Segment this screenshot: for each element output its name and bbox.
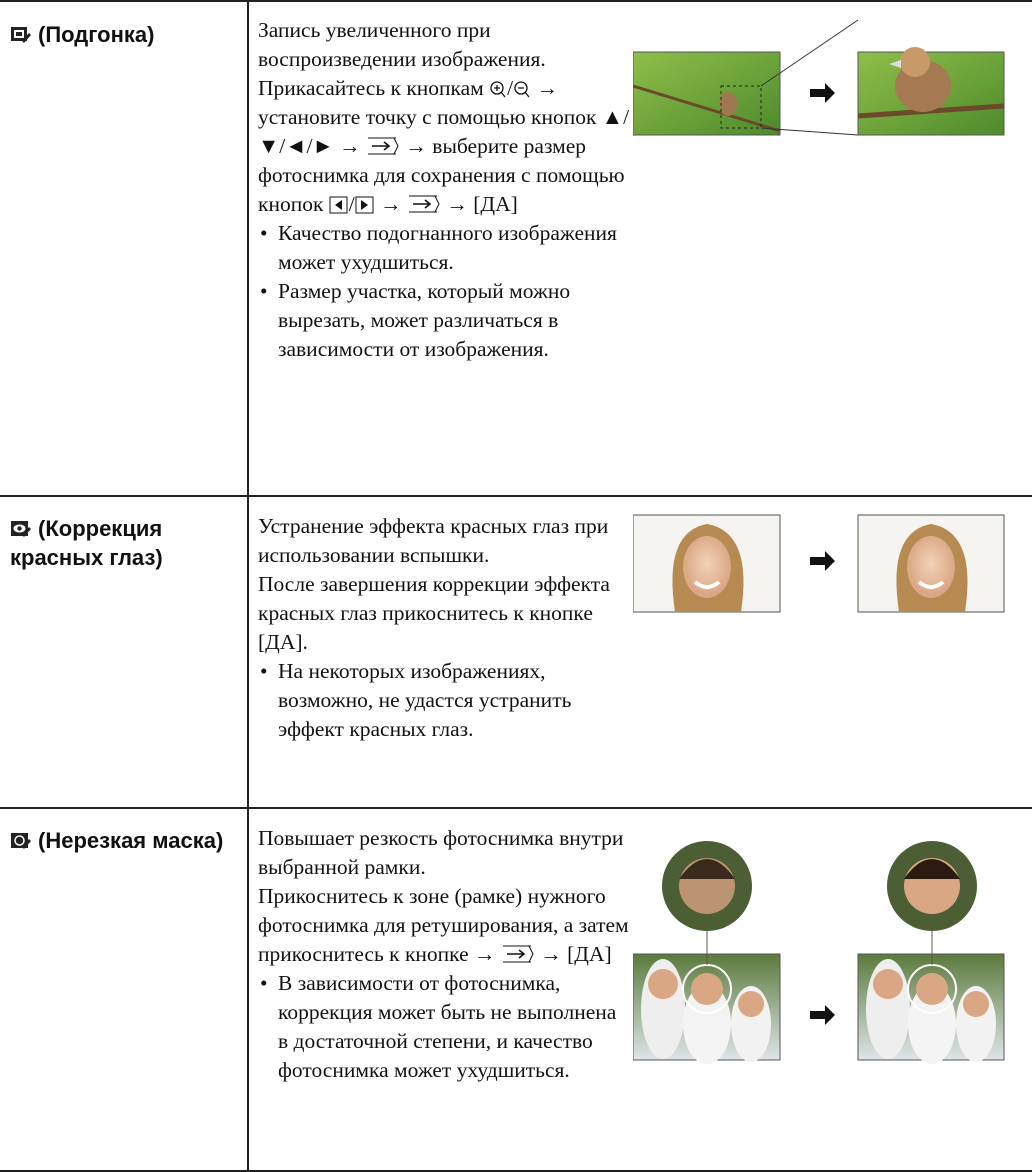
instruction-text: → [ДА] (446, 192, 518, 216)
description: Повышает резкость фотоснимка внутри выбр… (258, 826, 624, 879)
table-border (0, 0, 1032, 2)
instruction-text: Прикоснитесь к зоне (рамке) нужного фото… (258, 884, 629, 966)
ok-button-icon (502, 945, 534, 963)
label-text: (Нерезкая маска) (38, 828, 224, 853)
ok-button-icon (368, 137, 399, 155)
row-divider (0, 807, 1032, 809)
row-content: Запись увеличенного при воспроизведении … (258, 16, 1023, 456)
trim-example (633, 19, 1005, 136)
right-button-icon (355, 196, 374, 214)
instruction: Прикасайтесь к кнопкам / → установите то… (258, 74, 630, 219)
instruction-text: → установите точку с помощью кнопок ▲/▼/… (258, 76, 630, 158)
unsharp-example (633, 841, 1005, 1064)
instruction: После завершения коррекции эффекта красн… (258, 572, 610, 654)
illustration (633, 16, 1023, 456)
note: Размер участка, который можно вырезать, … (258, 277, 630, 364)
label-text: (Подгонка) (38, 22, 155, 47)
note: Качество подогнанного изображения может … (258, 219, 630, 277)
notes: Качество подогнанного изображения может … (258, 219, 630, 364)
note: В зависимости от фотоснимка, коррекция м… (258, 969, 630, 1085)
row-label: (Подгонка) (10, 20, 240, 49)
trim-icon (11, 27, 31, 43)
notes: В зависимости от фотоснимка, коррекция м… (258, 969, 630, 1085)
instruction-text: → [ДА] (540, 942, 612, 966)
illustration (633, 824, 1023, 1154)
instruction-text: / (348, 192, 355, 216)
text-block: Запись увеличенного при воспроизведении … (258, 16, 630, 364)
zoom-out-icon (514, 81, 530, 98)
text-block: Повышает резкость фотоснимка внутри выбр… (258, 824, 630, 1085)
label-text: (Коррекция красных глаз) (10, 516, 163, 570)
instruction-text: → (380, 192, 402, 216)
row-content: Устранение эффекта красных глаз при испо… (258, 512, 1023, 744)
table-border (0, 1170, 1032, 1172)
instruction-text: / (507, 76, 514, 100)
row-divider (0, 495, 1032, 497)
instruction-text: Прикасайтесь к кнопкам (258, 76, 484, 100)
ok-button-icon (409, 195, 440, 213)
red-eye-icon (11, 521, 31, 537)
instruction: Прикоснитесь к зоне (рамке) нужного фото… (258, 882, 630, 969)
note: На некоторых изображениях, возможно, не … (258, 657, 843, 744)
row-label: (Коррекция красных глаз) (10, 514, 240, 572)
notes: На некоторых изображениях, возможно, не … (258, 657, 843, 744)
row-content: Повышает резкость фотоснимка внутри выбр… (258, 824, 1023, 1154)
red-eye-example (633, 514, 1005, 613)
text-block: Устранение эффекта красных глаз при испо… (258, 512, 1023, 744)
description: Устранение эффекта красных глаз при испо… (258, 514, 609, 567)
row-label: (Нерезкая маска) (10, 826, 240, 855)
left-button-icon (329, 196, 348, 214)
unsharp-icon (11, 833, 31, 849)
column-divider (247, 0, 249, 1172)
zoom-in-icon (490, 81, 506, 98)
description: Запись увеличенного при воспроизведении … (258, 18, 546, 71)
illustration (633, 512, 1023, 688)
instruction-text: → выберите размер фотоснимка для сохране… (258, 134, 625, 216)
